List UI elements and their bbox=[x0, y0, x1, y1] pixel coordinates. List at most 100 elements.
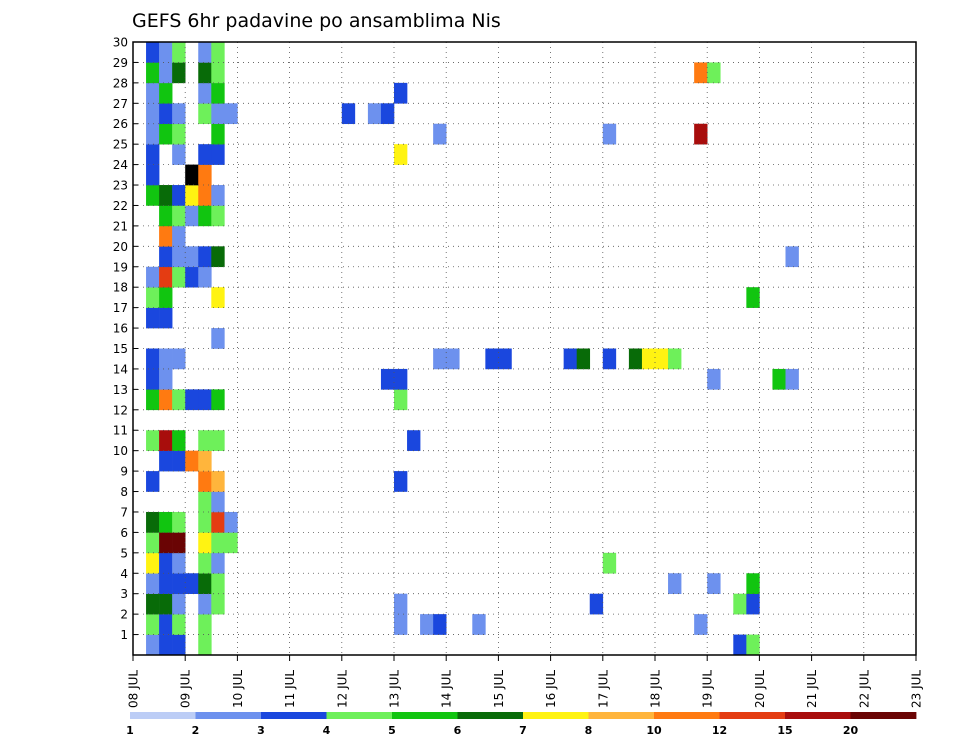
colorbar-segment bbox=[719, 712, 786, 719]
x-tick-label: 10 JUL bbox=[231, 670, 245, 708]
colorbar-label: 7 bbox=[519, 724, 527, 737]
heatmap-cell bbox=[159, 389, 173, 411]
heatmap-cell bbox=[159, 511, 173, 533]
heatmap-cell bbox=[146, 593, 160, 615]
heatmap-cell bbox=[211, 82, 225, 104]
y-tick-label: 3 bbox=[120, 587, 128, 601]
heatmap-cell bbox=[172, 144, 186, 165]
colorbar-segment bbox=[785, 712, 851, 719]
heatmap-cell bbox=[146, 368, 160, 390]
heatmap-cell bbox=[146, 82, 160, 104]
heatmap-cell bbox=[172, 185, 186, 206]
y-tick-label: 5 bbox=[120, 546, 128, 560]
heatmap-cell bbox=[602, 348, 617, 370]
heatmap-cell bbox=[198, 103, 212, 125]
heatmap-cell bbox=[172, 225, 186, 247]
heatmap-cell bbox=[211, 103, 225, 125]
y-tick-label: 29 bbox=[113, 56, 128, 70]
heatmap-cell bbox=[211, 205, 225, 227]
x-tick-label: 08 JUL bbox=[127, 670, 141, 708]
y-tick-label: 2 bbox=[120, 608, 128, 622]
heatmap-cell bbox=[146, 348, 160, 370]
heatmap-cell bbox=[159, 450, 173, 472]
heatmap-cell bbox=[172, 634, 186, 656]
heatmap-cell bbox=[146, 552, 160, 574]
heatmap-cell bbox=[146, 532, 160, 554]
y-tick-label: 20 bbox=[113, 240, 128, 254]
colorbar-segment bbox=[523, 712, 589, 719]
heatmap-cell bbox=[146, 287, 160, 308]
heatmap-cell bbox=[172, 246, 186, 268]
y-tick-label: 4 bbox=[120, 567, 128, 581]
heatmap-cell bbox=[707, 368, 721, 390]
colorbar-label: 1 bbox=[126, 724, 134, 737]
colorbar-segment bbox=[588, 712, 655, 719]
heatmap-cell bbox=[746, 634, 760, 656]
heatmap-cell bbox=[185, 389, 199, 411]
y-tick-label: 25 bbox=[113, 138, 128, 152]
heatmap-cell bbox=[172, 389, 186, 411]
heatmap-cell bbox=[146, 430, 160, 451]
heatmap-cell bbox=[498, 348, 512, 370]
heatmap-cell bbox=[198, 552, 212, 574]
heatmap-cell bbox=[159, 123, 173, 145]
heatmap-cell bbox=[159, 552, 173, 574]
heatmap-cell bbox=[733, 593, 747, 615]
heatmap-cell bbox=[785, 246, 799, 268]
colorbar: 1 2 3 4 5 6 7 8 10 12 15 20 bbox=[126, 712, 917, 737]
heatmap-cell bbox=[198, 634, 212, 656]
heatmap-cell bbox=[159, 614, 173, 635]
heatmap-cell bbox=[198, 430, 212, 451]
heatmap-cell bbox=[159, 42, 173, 63]
heatmap-cell bbox=[224, 103, 238, 125]
heatmap-cell bbox=[211, 552, 225, 574]
heatmap-cell bbox=[198, 471, 212, 492]
colorbar-segment bbox=[195, 712, 262, 719]
heatmap-cell bbox=[198, 82, 212, 104]
y-tick-label: 12 bbox=[113, 403, 128, 417]
heatmap-cell bbox=[394, 593, 408, 615]
heatmap-cell bbox=[159, 593, 173, 615]
heatmap-cell bbox=[211, 573, 225, 594]
x-tick-label: 11 JUL bbox=[283, 670, 297, 708]
heatmap-cell bbox=[746, 593, 760, 615]
colorbar-label: 12 bbox=[712, 724, 727, 737]
x-axis: 08 JUL 09 JUL 10 JUL 11 JUL 12 JUL 13 JUL 14 J… bbox=[127, 655, 924, 708]
heatmap-cell bbox=[159, 185, 173, 206]
heatmap-cell bbox=[159, 532, 173, 554]
heatmap-cell bbox=[198, 205, 212, 227]
y-tick-label: 17 bbox=[113, 301, 128, 315]
heatmap-cell bbox=[433, 123, 447, 145]
heatmap-cell bbox=[159, 368, 173, 390]
colorbar-segment bbox=[130, 712, 196, 719]
x-tick-label: 12 JUL bbox=[335, 670, 349, 708]
heatmap-cell bbox=[211, 144, 225, 165]
y-tick-label: 6 bbox=[120, 526, 128, 540]
heatmap-cell bbox=[159, 225, 173, 247]
x-tick-label: 19 JUL bbox=[701, 670, 715, 708]
heatmap-cell bbox=[146, 103, 160, 125]
heatmap-cell bbox=[211, 511, 225, 533]
colorbar-segment bbox=[850, 712, 917, 719]
x-tick-label: 13 JUL bbox=[388, 670, 402, 708]
heatmap-cell bbox=[433, 348, 447, 370]
x-tick-label: 14 JUL bbox=[440, 670, 454, 708]
y-tick-label: 18 bbox=[113, 281, 128, 295]
colorbar-segment bbox=[326, 712, 393, 719]
heatmap-cell bbox=[707, 573, 721, 594]
heatmap-cell bbox=[172, 123, 186, 145]
heatmap-cell bbox=[198, 62, 212, 84]
y-tick-label: 10 bbox=[113, 444, 128, 458]
heatmap-cell bbox=[172, 593, 186, 615]
y-tick-label: 26 bbox=[113, 117, 128, 131]
colorbar-label: 6 bbox=[454, 724, 462, 737]
y-tick-label: 16 bbox=[113, 322, 128, 336]
heatmap-cell bbox=[198, 593, 212, 615]
heatmap-cell bbox=[172, 348, 186, 370]
heatmap-cell bbox=[602, 123, 617, 145]
heatmap-cell bbox=[707, 62, 721, 84]
heatmap-cell bbox=[772, 368, 786, 390]
heatmap-cell bbox=[211, 328, 225, 349]
colorbar-label: 20 bbox=[843, 724, 859, 737]
